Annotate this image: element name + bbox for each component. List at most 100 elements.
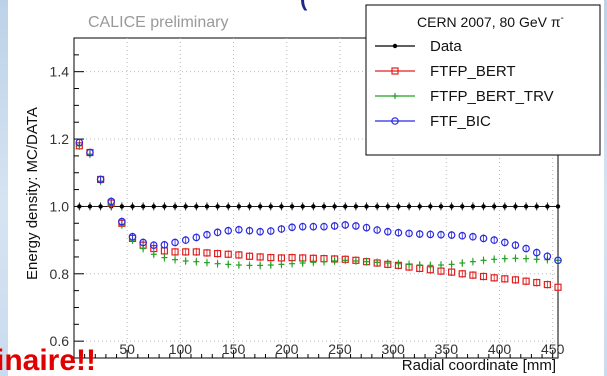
point-data — [183, 204, 188, 209]
y-tick-label: 1.4 — [50, 64, 70, 80]
point-ftfp-bert-trv — [533, 256, 540, 263]
point-ftf-bic — [532, 248, 541, 257]
point-ftfp-bert-trv — [342, 257, 349, 264]
point-ftf-bic — [437, 230, 445, 239]
point-ftf-bic — [469, 232, 477, 241]
point-ftf-bic — [277, 225, 286, 233]
point-ftf-bic — [447, 231, 456, 239]
point-data — [87, 204, 93, 209]
point-ftfp-bert-trv — [501, 255, 508, 262]
point-ftfp-bert-trv — [320, 258, 327, 265]
legend-item-data: Data — [375, 38, 462, 55]
point-data — [428, 204, 433, 209]
point-ftfp-bert — [448, 268, 456, 276]
y-tick-label: 1.2 — [50, 131, 70, 147]
y-tick-label: 1.0 — [50, 198, 70, 214]
point-ftf-bic — [171, 238, 179, 247]
point-ftf-bic — [266, 227, 275, 235]
point-ftf-bic — [149, 241, 158, 249]
point-ftfp-bert — [554, 283, 562, 291]
y-tick-label: 0.6 — [50, 333, 70, 349]
point-ftf-bic — [341, 221, 350, 229]
watermark-text: CALICE preliminary — [88, 14, 228, 31]
point-ftfp-bert-trv — [225, 261, 232, 268]
point-ftf-bic — [384, 227, 392, 236]
point-ftf-bic — [245, 226, 254, 235]
point-data — [300, 204, 305, 209]
point-ftf-bic — [362, 223, 371, 232]
axis-ticks — [74, 54, 554, 358]
series-ftf-bic — [75, 138, 562, 265]
point-ftfp-bert-trv — [480, 257, 487, 264]
point-ftf-bic — [501, 238, 509, 247]
legend-label: FTF_BIC — [430, 113, 491, 130]
point-ftf-bic — [192, 233, 201, 242]
x-tick-labels: 50 100 150 200 250 300 350 400 450 — [119, 341, 564, 357]
point-data — [98, 204, 103, 209]
point-ftfp-bert — [171, 248, 179, 256]
legend-marker — [391, 117, 399, 125]
point-ftf-bic — [554, 256, 562, 265]
point-ftfp-bert-trv — [150, 251, 157, 258]
slide-overlay-text: inaire!! — [0, 344, 96, 376]
point-ftfp-bert-trv — [406, 261, 413, 268]
point-data — [140, 204, 146, 209]
point-ftfp-bert — [490, 274, 498, 282]
point-ftfp-bert-trv — [427, 262, 434, 269]
legend-item-ftfp-bert: FTFP_BERT — [375, 63, 516, 80]
point-data — [172, 204, 178, 209]
legend-label: Data — [430, 38, 462, 55]
point-data — [491, 204, 497, 209]
point-ftf-bic — [522, 244, 530, 253]
point-ftf-bic — [543, 252, 552, 261]
point-ftfp-bert — [192, 248, 200, 256]
point-data — [311, 204, 316, 209]
point-ftf-bic — [96, 175, 105, 184]
point-data — [130, 204, 135, 209]
point-ftfp-bert — [256, 253, 264, 261]
legend-marker — [392, 43, 398, 49]
point-ftf-bic — [352, 222, 360, 230]
point-ftfp-bert — [224, 250, 232, 258]
point-data — [523, 204, 529, 209]
x-tick-label: 450 — [541, 341, 565, 357]
point-data — [364, 204, 369, 209]
point-ftf-bic — [86, 148, 94, 157]
x-tick-label: 50 — [119, 341, 135, 357]
point-data — [353, 204, 359, 209]
point-ftf-bic — [330, 222, 339, 230]
point-data — [396, 204, 401, 209]
point-ftfp-bert — [214, 249, 222, 258]
point-ftfp-bert-trv — [278, 261, 285, 268]
x-tick-label: 200 — [275, 341, 299, 357]
point-ftf-bic — [203, 230, 211, 239]
legend-label: FTFP_BERT — [430, 63, 516, 80]
point-ftfp-bert-trv — [289, 260, 296, 267]
point-data — [194, 204, 199, 209]
point-ftf-bic — [373, 226, 381, 234]
point-data — [470, 204, 476, 209]
legend-header: CERN 2007, 80 GeV π- — [417, 13, 564, 30]
point-ftfp-bert-trv — [331, 257, 338, 264]
point-ftf-bic — [458, 231, 467, 240]
point-ftfp-bert-trv — [257, 262, 264, 269]
point-ftf-bic — [405, 229, 413, 238]
point-data — [438, 204, 444, 209]
point-ftfp-bert — [533, 278, 541, 287]
point-data — [449, 204, 454, 209]
legend-item-ftfp-bert-trv: FTFP_BERT_TRV — [375, 88, 554, 105]
point-data — [279, 204, 284, 209]
legend-box — [365, 4, 601, 156]
point-ftf-bic — [309, 222, 318, 231]
point-ftfp-bert — [501, 275, 509, 283]
point-ftf-bic — [128, 232, 137, 241]
point-ftf-bic — [288, 223, 296, 232]
point-ftfp-bert — [182, 248, 190, 256]
point-data — [406, 204, 412, 209]
point-data — [343, 204, 348, 209]
x-tick-label: 150 — [222, 341, 246, 357]
slide-header-fragment: ( — [300, 0, 308, 11]
point-ftf-bic — [139, 238, 147, 247]
point-ftfp-bert — [245, 252, 254, 260]
